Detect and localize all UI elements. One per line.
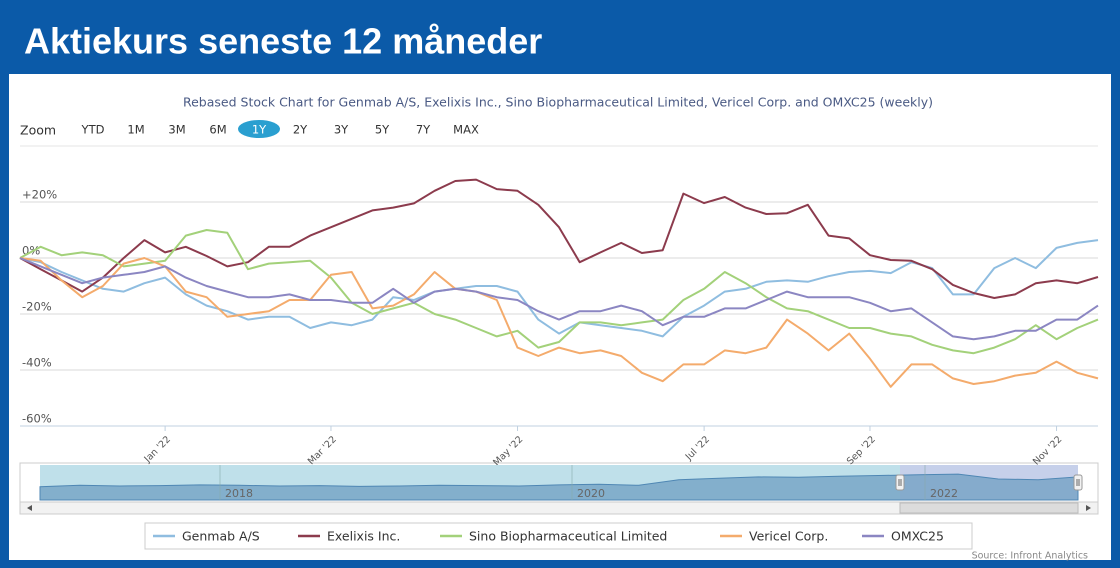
navigator-area	[39, 473, 1079, 501]
navigator-handle[interactable]	[895, 474, 905, 491]
page-title: Aktiekurs seneste 12 måneder	[24, 21, 542, 62]
scroll-left[interactable]	[27, 505, 32, 511]
zoom-button[interactable]: 6M	[209, 123, 226, 137]
navigator-label: 2022	[930, 487, 958, 500]
zoom-button-bg[interactable]	[238, 120, 280, 138]
y-tick-label: -20%	[22, 300, 52, 314]
legend-label: OMXC25	[891, 529, 944, 544]
source: Source: Infront Analytics	[972, 551, 1088, 562]
legend-label: Exelixis Inc.	[327, 529, 400, 544]
legend-label: Genmab A/S	[182, 529, 260, 544]
zoom-button[interactable]: 3M	[168, 123, 185, 137]
scrollbar-thumb[interactable]	[899, 502, 1079, 514]
series-line	[19, 229, 1099, 355]
legend-label: Vericel Corp.	[749, 529, 828, 544]
navigator-label: 2020	[577, 487, 605, 500]
zoom-button[interactable]: 1M	[127, 123, 144, 137]
legend-label: Sino Biopharmaceutical Limited	[469, 529, 667, 544]
y-tick-label: -60%	[22, 412, 52, 426]
series-line	[19, 257, 1099, 388]
navigator-label: 2018	[225, 487, 253, 500]
navigator-handle[interactable]	[1073, 474, 1083, 491]
zoom-button[interactable]: 7Y	[416, 123, 431, 137]
zoom-button[interactable]: YTD	[81, 123, 105, 137]
scroll-right[interactable]	[1086, 505, 1091, 511]
zoom-button[interactable]: MAX	[453, 123, 479, 137]
series-line	[19, 257, 1099, 341]
zoom-label: Zoom	[20, 123, 56, 138]
y-tick-label: +20%	[22, 188, 57, 202]
zoom-button[interactable]: 2Y	[293, 123, 308, 137]
zoom-button[interactable]: 1Y	[252, 123, 267, 137]
zoom-button[interactable]: 3Y	[334, 123, 349, 137]
series-line	[19, 178, 1099, 299]
legend-box	[144, 522, 973, 550]
chart-title: Rebased Stock Chart for Genmab A/S, Exel…	[183, 95, 933, 110]
zoom-button[interactable]: 5Y	[375, 123, 390, 137]
y-tick-label: -40%	[22, 356, 52, 370]
scrollbar[interactable]	[19, 501, 1099, 515]
